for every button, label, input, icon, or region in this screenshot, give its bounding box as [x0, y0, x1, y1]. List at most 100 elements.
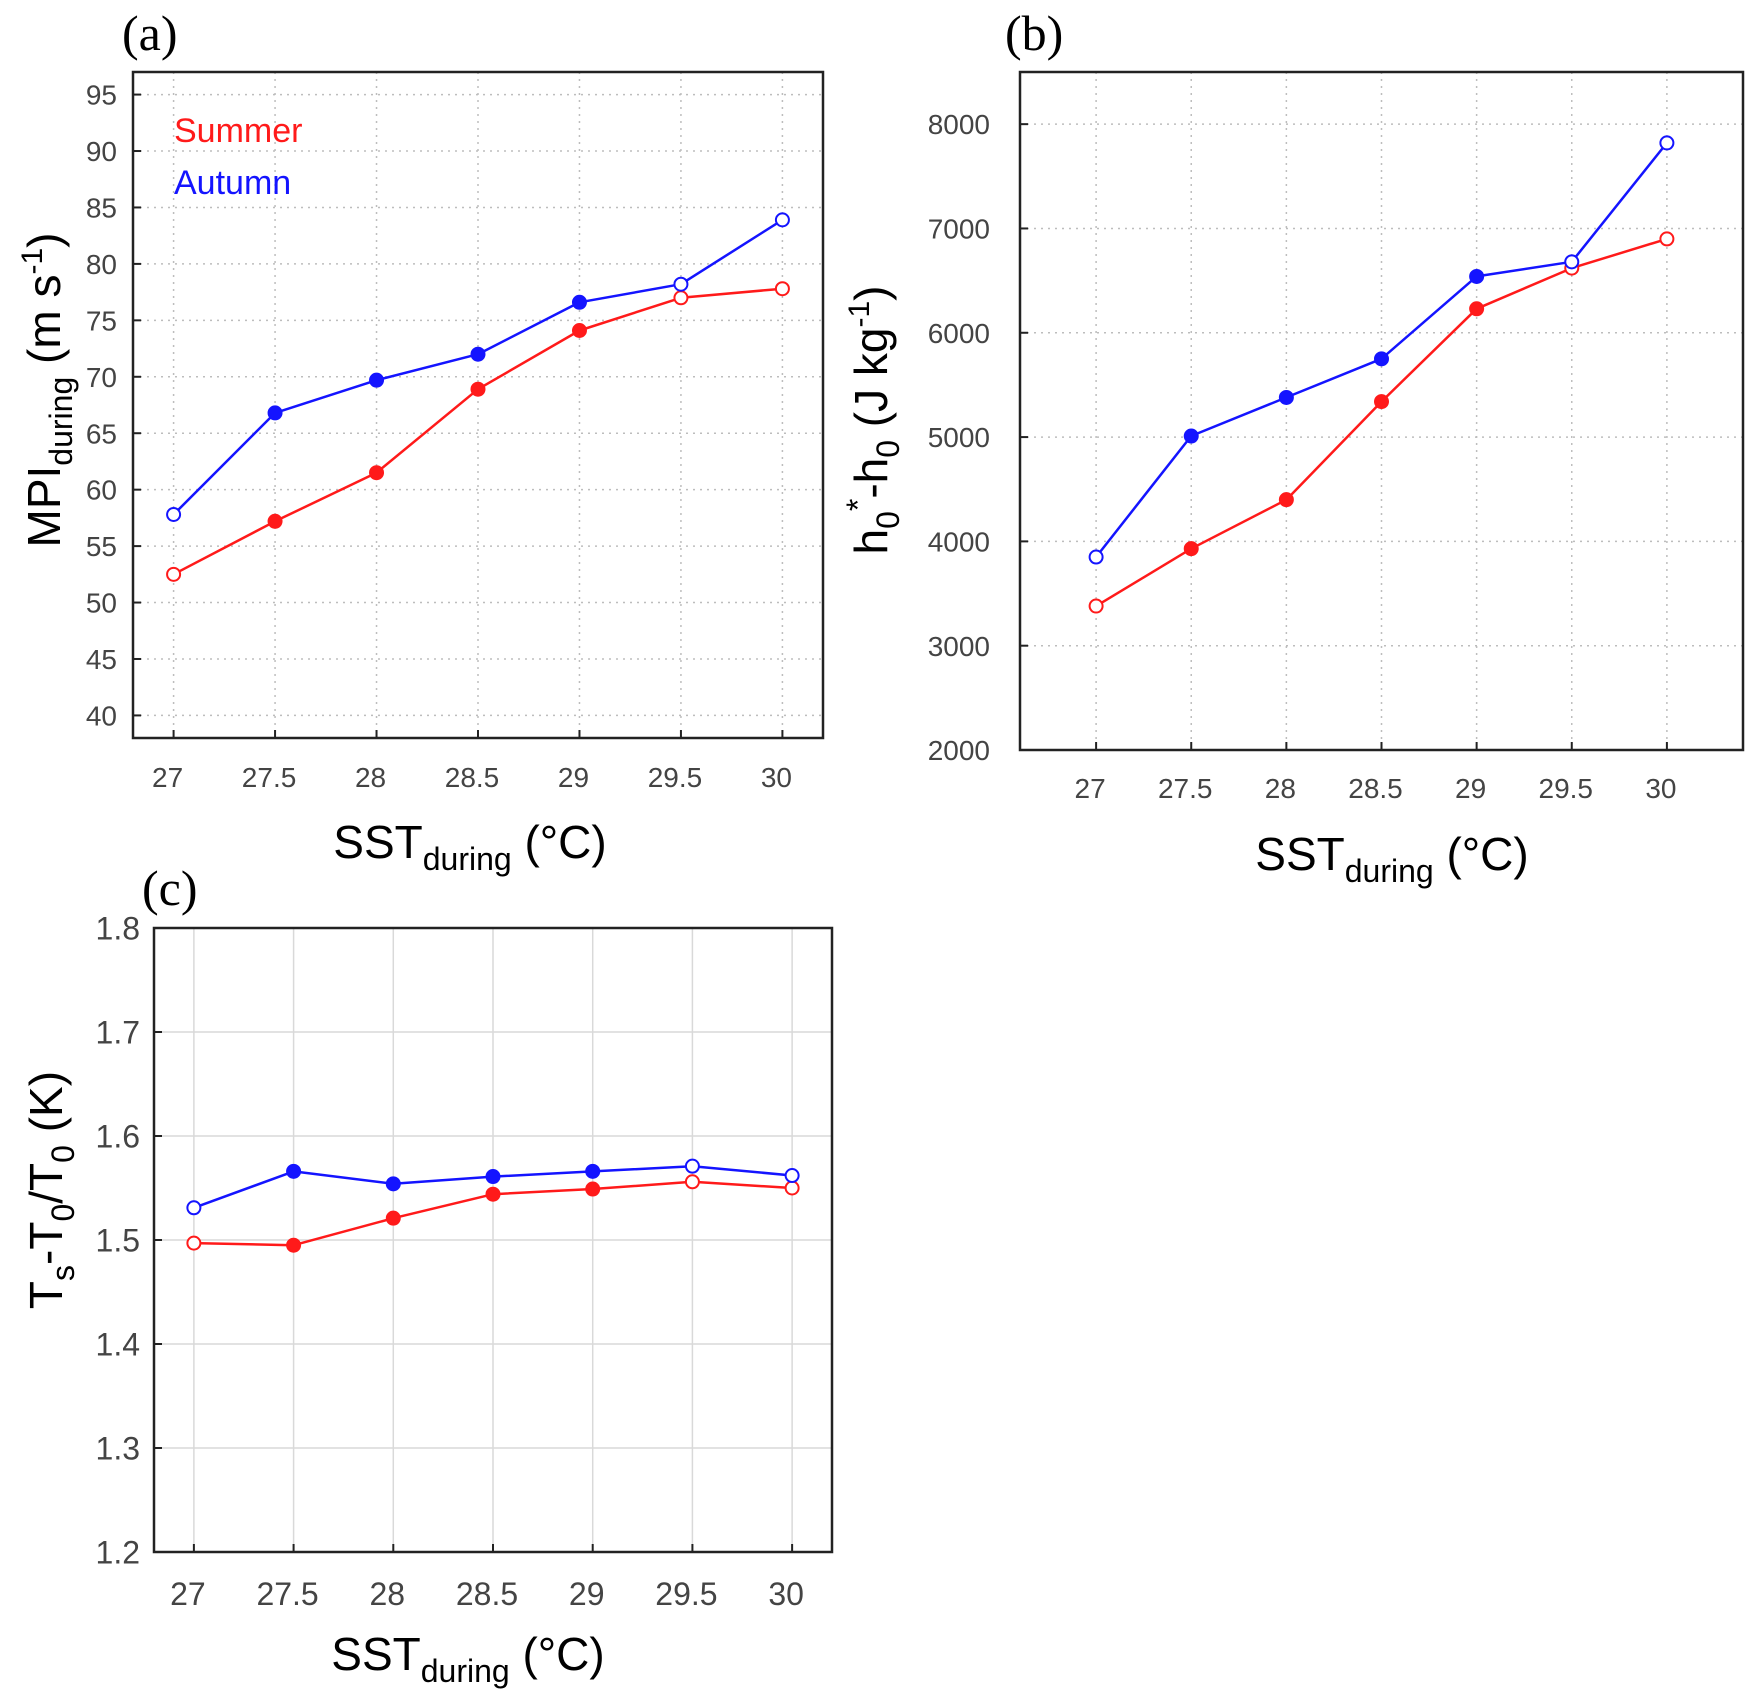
panel-a-point-autumn-3	[470, 346, 486, 362]
panel-c-xlabel: SSTduring (°C)	[331, 1628, 604, 1689]
panel-b-point-autumn-5	[1564, 254, 1580, 270]
panel-a-label: (a)	[122, 5, 178, 61]
panel-b-point-summer-6	[1659, 231, 1675, 247]
panel-c-x-ticks: 27 27.5 28 28.5 29 29.5 30	[170, 1544, 804, 1612]
panel-c: (c) 1.2 1.3 1.4 1.5 1.6 1.7 1.8 27 27.5 28 28.5 29…	[20, 860, 834, 1689]
panel-c-ytick-label-6: 1.8	[96, 911, 140, 947]
panel-c-ylabel-unit: (K)	[20, 1071, 72, 1145]
panel-b-xtick-label-5: 29.5	[1539, 773, 1594, 804]
panel-c-ylabel-sub3: 0	[45, 1145, 81, 1163]
panel-a-point-autumn-5	[673, 276, 689, 292]
panel-c-ytick-label-3: 1.5	[96, 1223, 140, 1259]
panel-a-point-summer-2	[369, 465, 385, 481]
panel-c-point-autumn-0	[186, 1200, 202, 1216]
panel-b-point-summer-2	[1278, 492, 1294, 508]
panel-a-xlabel: SSTduring (°C)	[333, 816, 606, 877]
panel-c-xtick-label-6: 30	[768, 1576, 804, 1612]
panel-c-ylabel-main: T	[20, 1281, 72, 1309]
panel-b-xtick-label-1: 27.5	[1158, 773, 1213, 804]
panel-b-point-autumn-0	[1088, 549, 1104, 565]
panel-b-xtick-label-3: 28.5	[1348, 773, 1403, 804]
panel-b-xlabel-main: SST	[1255, 828, 1344, 880]
panel-a-series	[166, 212, 790, 582]
panel-c-xlabel-sub: during	[421, 1653, 510, 1689]
panel-b-xlabel-unit: (°C)	[1434, 828, 1529, 880]
panel-c-xtick-label-1: 27.5	[256, 1576, 318, 1612]
panel-a-xtick-label-3: 28.5	[445, 762, 500, 793]
panel-b-xlabel-sub: during	[1345, 853, 1434, 889]
panel-b-ytick-label-0: 2000	[928, 735, 990, 766]
panel-b-xtick-label-6: 30	[1645, 773, 1676, 804]
panel-b-point-autumn-2	[1278, 389, 1294, 405]
panel-b-ylabel-sub2: 0	[870, 440, 906, 458]
panel-c-point-autumn-2	[385, 1176, 401, 1192]
panel-b-ytick-label-1: 3000	[928, 631, 990, 662]
panel-c-ylabel-sub2: 0	[45, 1204, 81, 1222]
panel-c-xtick-label-0: 27	[170, 1576, 206, 1612]
panel-c-ylabel: Ts-T0/T0 (K)	[20, 1071, 81, 1309]
panel-b-ylabel-unit: (J kg	[845, 328, 897, 440]
panel-a-point-summer-3	[470, 381, 486, 397]
panel-a-ytick-label-3: 55	[86, 531, 117, 562]
panel-a-point-autumn-4	[571, 294, 587, 310]
panel-c-ytick-label-2: 1.4	[96, 1327, 140, 1363]
legend-summer: Summer	[174, 112, 302, 150]
panel-a-xlabel-main: SST	[333, 816, 422, 868]
legend-autumn: Autumn	[174, 164, 291, 202]
panel-b-ylabel: h0*-h0 (J kg-1)	[840, 285, 906, 554]
panel-b-gridlines	[1020, 72, 1743, 751]
panel-a-ylabel-close: )	[18, 233, 70, 248]
panel-c-point-summer-3	[485, 1186, 501, 1202]
panel-a-y-ticks: 40 45 50 55 60 65 70 75 80 85 90 95	[86, 80, 141, 732]
panel-b-point-summer-0	[1088, 598, 1104, 614]
panel-a-ytick-label-10: 90	[86, 136, 117, 167]
panel-a-xtick-label-1: 27.5	[242, 762, 297, 793]
panel-a-xlabel-sub: during	[423, 841, 512, 877]
panel-c-ytick-label-5: 1.7	[96, 1015, 140, 1051]
panel-a-ytick-label-9: 85	[86, 193, 117, 224]
panel-c-point-summer-5	[684, 1174, 700, 1190]
panel-c-label: (c)	[142, 860, 198, 916]
panel-a-ylabel-sub: during	[43, 377, 79, 466]
panel-a-xtick-label-4: 29	[558, 762, 589, 793]
panel-a-ytick-label-6: 70	[86, 362, 117, 393]
panel-c-ylabel-sub: s	[45, 1265, 81, 1281]
panel-a-xlabel-unit: (°C)	[512, 816, 607, 868]
panel-a-ytick-label-8: 80	[86, 249, 117, 280]
panel-a-gridlines	[133, 72, 823, 738]
panel-b-ytick-label-6: 8000	[928, 109, 990, 140]
panel-a-ytick-label-2: 50	[86, 588, 117, 619]
panel-a-ylabel-sup: -1	[16, 248, 49, 275]
panel-c-point-summer-6	[784, 1180, 800, 1196]
panel-c-point-summer-1	[286, 1237, 302, 1253]
panel-b-ylabel-sub: 0	[870, 511, 906, 529]
panel-b-ytick-label-5: 7000	[928, 214, 990, 245]
panel-b-ytick-label-4: 6000	[928, 318, 990, 349]
panel-a: (a) 40 45 50 55 60 65 70 75 80 85 90 95 27 27.5 28 28.…	[16, 5, 825, 877]
panel-c-ylabel-mid: -T	[20, 1222, 72, 1265]
panel-b-point-summer-3	[1374, 394, 1389, 410]
panel-c-xtick-label-2: 28	[369, 1576, 405, 1612]
panel-c-y-ticks: 1.2 1.3 1.4 1.5 1.6 1.7 1.8	[96, 911, 162, 1571]
panel-a-point-autumn-6	[774, 212, 790, 228]
panel-c-point-autumn-4	[585, 1163, 601, 1179]
panel-b-point-summer-1	[1183, 541, 1199, 557]
panel-b-y-ticks: 2000 3000 4000 5000 6000 7000 8000	[928, 109, 1028, 766]
panel-b-ylabel-star: *	[840, 499, 876, 511]
panel-b-ytick-label-3: 5000	[928, 422, 990, 453]
panel-b-series	[1088, 135, 1675, 614]
panel-c-xlabel-main: SST	[331, 1628, 420, 1680]
panel-b-xtick-label-4: 29	[1455, 773, 1486, 804]
panel-c-series	[186, 1158, 800, 1253]
panel-a-xtick-label-5: 29.5	[648, 762, 703, 793]
panel-a-xtick-label-2: 28	[355, 762, 386, 793]
panel-b-point-autumn-1	[1183, 428, 1199, 444]
panel-b-xtick-label-0: 27	[1075, 773, 1106, 804]
panel-b-ylabel-close: )	[845, 285, 897, 300]
panel-b-ylabel-sup: -1	[843, 301, 876, 328]
panel-a-ytick-label-11: 95	[86, 80, 117, 111]
panel-b-point-autumn-6	[1659, 135, 1675, 151]
panel-a-x-ticks: 27 27.5 28 28.5 29 29.5 30	[152, 730, 792, 793]
